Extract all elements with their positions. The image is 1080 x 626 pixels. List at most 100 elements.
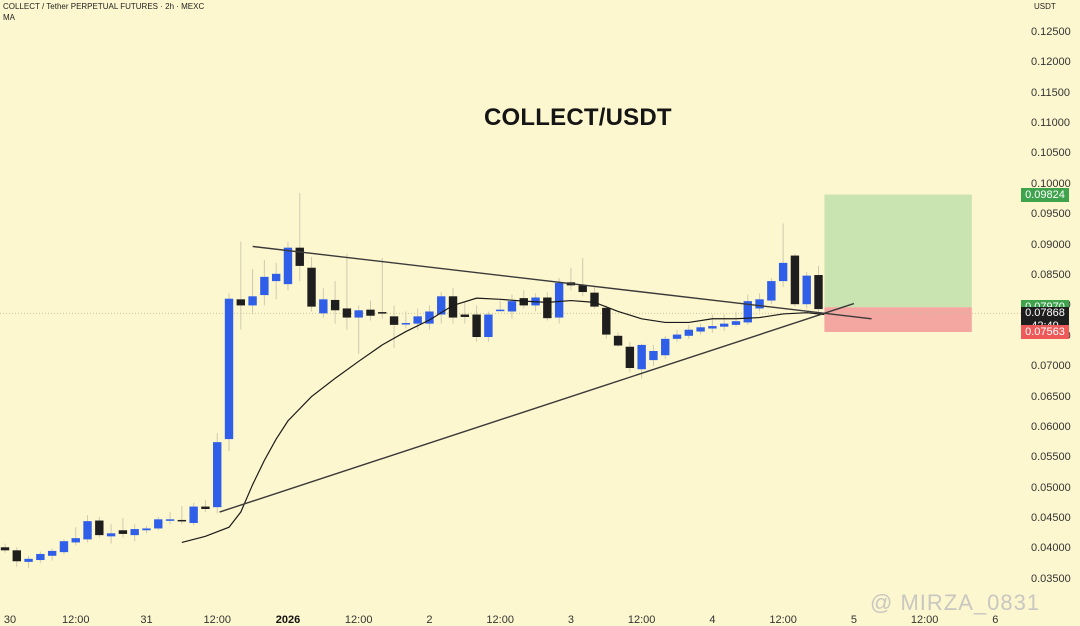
candle [24, 555, 33, 568]
candle [36, 551, 45, 564]
x-tick-label: 30 [3, 614, 17, 626]
candle [260, 259, 269, 306]
candle-body [354, 310, 363, 318]
candle [719, 314, 729, 331]
candle-body [625, 346, 635, 369]
candle-body [307, 267, 316, 307]
price-unit: USDT [1034, 2, 1056, 11]
y-tick-label: 0.03500 [1031, 572, 1071, 585]
candle-body [24, 558, 33, 562]
position-zones [824, 194, 972, 332]
candle-body [790, 255, 800, 305]
candle [307, 256, 316, 312]
y-tick-label: 0.07000 [1031, 360, 1071, 373]
y-tick-label: 0.08500 [1031, 269, 1071, 282]
y-tick-label: 0.04000 [1031, 542, 1071, 555]
candle [802, 271, 811, 309]
candle [224, 293, 234, 452]
candle-body [495, 309, 505, 312]
candle [684, 324, 694, 339]
candle [59, 539, 69, 555]
candle [378, 258, 387, 319]
candle [566, 267, 576, 291]
candle-body [484, 314, 493, 338]
candle-body [460, 314, 470, 317]
candle [425, 305, 434, 330]
candle-body [684, 329, 694, 336]
stop-price-badge: 0.07563 [1021, 324, 1069, 339]
x-tick-label: 12:00 [344, 614, 373, 626]
candle-body [590, 292, 599, 307]
target-price-badge: 0.09824 [1021, 187, 1069, 202]
candle-body [283, 247, 293, 285]
target-zone [824, 194, 972, 308]
candle [708, 314, 717, 333]
candle [118, 518, 128, 538]
candle [342, 253, 352, 330]
candle [389, 305, 399, 348]
candle [213, 433, 222, 514]
indicator-label: MA [3, 13, 15, 22]
candle-body [743, 301, 752, 323]
x-tick-label: 2 [426, 614, 433, 626]
candle [295, 192, 304, 282]
candle [495, 300, 505, 312]
candle-body [36, 553, 45, 561]
candle [649, 344, 658, 367]
x-tick-label: 12:00 [769, 614, 797, 626]
candle [330, 281, 340, 324]
candle [189, 502, 198, 526]
candle [354, 305, 363, 355]
candle-body [47, 550, 57, 556]
lower-support-trendline[interactable] [219, 302, 855, 513]
candle-body [554, 282, 564, 318]
candle-body [189, 506, 198, 523]
candle [661, 335, 670, 359]
y-tick-label: 0.11000 [1031, 117, 1070, 130]
candle [767, 278, 776, 305]
candle-body [248, 296, 257, 306]
candle [0, 543, 10, 553]
candle-body [543, 297, 552, 319]
x-tick-label: 12:00 [627, 614, 656, 626]
candle-body [95, 520, 104, 536]
y-tick-label: 0.06500 [1031, 390, 1071, 403]
candle-body [602, 307, 611, 335]
candle-body [719, 323, 729, 327]
y-tick-label: 0.05500 [1031, 451, 1071, 464]
candle [130, 524, 139, 542]
candle-body [342, 308, 352, 318]
y-tick-label: 0.05000 [1031, 481, 1071, 494]
candle [484, 311, 493, 342]
symbol-header: COLLECT / Tether PERPETUAL FUTURES · 2h … [3, 2, 205, 11]
candle-body [637, 344, 646, 370]
candle [165, 512, 175, 525]
candle [95, 516, 104, 538]
y-tick-label: 0.06000 [1031, 420, 1071, 433]
candle-body [507, 301, 517, 312]
candle [47, 548, 57, 561]
candle-body [519, 298, 528, 306]
y-tick-label: 0.12500 [1031, 25, 1071, 38]
candle-body [130, 529, 139, 536]
candle [637, 343, 646, 379]
candle-body [649, 350, 658, 361]
y-tick-label: 0.09000 [1031, 238, 1071, 251]
candle [672, 329, 682, 342]
y-tick-label: 0.10000 [1031, 177, 1071, 190]
candle-body [366, 309, 375, 316]
upper-resistance-trendline[interactable] [252, 245, 872, 320]
y-tick-label: 0.10500 [1031, 147, 1071, 160]
candle-body [472, 314, 481, 338]
y-tick-label: 0.12000 [1031, 56, 1071, 69]
candle-body [59, 541, 69, 553]
x-tick-label: 3 [567, 614, 574, 626]
candle [790, 253, 800, 307]
candle [319, 288, 328, 318]
x-tick-label: 5 [850, 614, 857, 626]
candle-body [177, 519, 187, 522]
x-tick-label: 6 [992, 614, 999, 626]
candle-body [319, 299, 328, 314]
candle [472, 305, 481, 342]
